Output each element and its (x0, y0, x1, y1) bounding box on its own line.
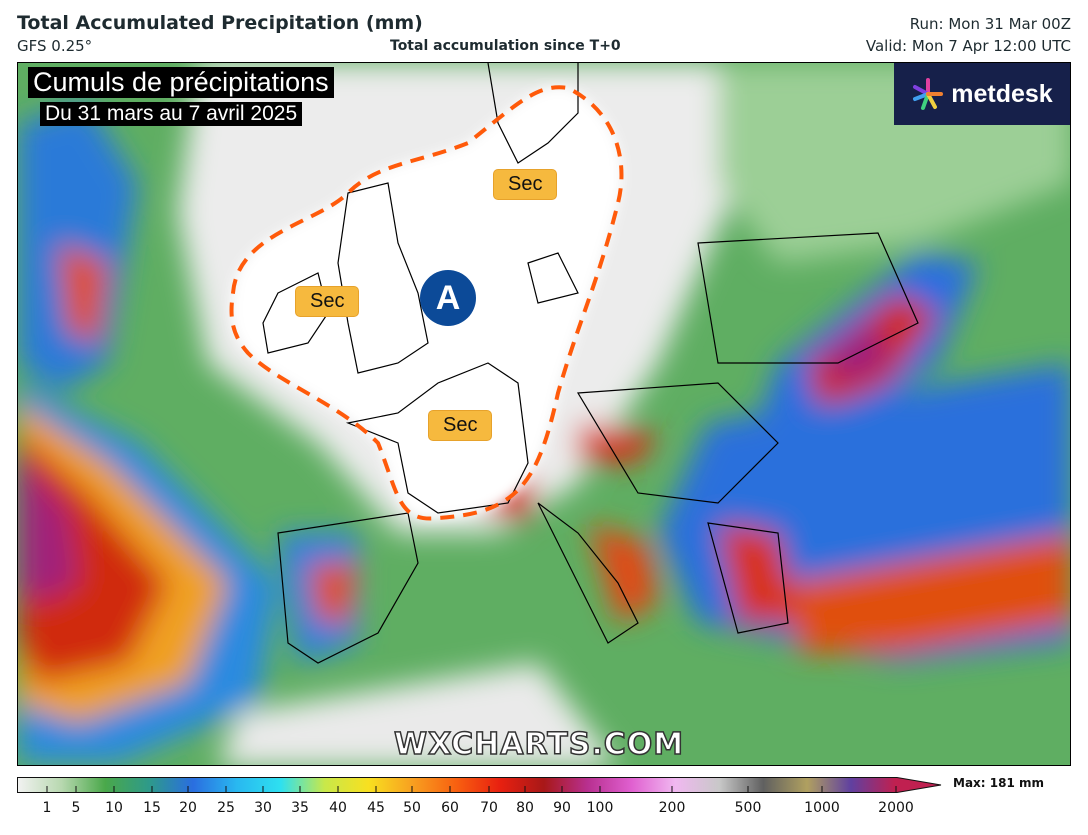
legend-tick-label: 45 (367, 800, 385, 816)
legend-tick-label: 40 (329, 800, 347, 816)
valid-time: Valid: Mon 7 Apr 12:00 UTC (865, 37, 1071, 55)
legend-tick-label: 1000 (804, 800, 840, 816)
watermark: WXCHARTS.COM (393, 726, 685, 763)
legend-tick-label: 20 (179, 800, 197, 816)
metdesk-logo-icon (913, 78, 944, 110)
metdesk-logo-text: metdesk (951, 79, 1053, 108)
model-label: GFS 0.25° (17, 37, 93, 55)
legend-tick-label: 35 (291, 800, 309, 816)
dry-label-france: Sec (428, 410, 493, 441)
subtitle: Total accumulation since T+0 (390, 38, 621, 54)
legend-tick-label: 500 (734, 800, 762, 816)
legend-tick-label: 80 (516, 800, 534, 816)
run-time: Run: Mon 31 Mar 00Z (909, 15, 1071, 33)
legend-tick-label: 50 (403, 800, 421, 816)
anticyclone-marker: A (420, 270, 476, 326)
legend-tick-label: 100 (586, 800, 614, 816)
legend-tick-label: 200 (658, 800, 686, 816)
metdesk-logo: metdesk (894, 63, 1070, 125)
dry-label-scandinavia: Sec (493, 169, 558, 200)
legend-colorbar (17, 777, 942, 793)
legend-tick-label: 10 (105, 800, 123, 816)
max-value: Max: 181 mm (953, 776, 1044, 790)
caption-dates: Du 31 mars au 7 avril 2025 (40, 102, 303, 126)
legend-bar-shape (17, 777, 942, 793)
caption-title: Cumuls de précipitations (28, 67, 334, 98)
legend-tick-label: 2000 (878, 800, 914, 816)
dry-zone-outline (229, 85, 624, 521)
legend-tick-label: 5 (71, 800, 81, 816)
precipitation-map (17, 62, 1071, 766)
legend-tick-label: 70 (480, 800, 498, 816)
legend-tick-label: 90 (553, 800, 571, 816)
legend-tick-label: 25 (217, 800, 235, 816)
legend-tick-label: 60 (441, 800, 459, 816)
legend-tick-label: 15 (143, 800, 161, 816)
legend-tick-label: 30 (254, 800, 272, 816)
chart-title: Total Accumulated Precipitation (mm) (17, 12, 423, 34)
coastlines-borders (262, 63, 919, 664)
dry-label-ireland: Sec (295, 286, 360, 317)
legend-tick-label: 1 (42, 800, 52, 816)
